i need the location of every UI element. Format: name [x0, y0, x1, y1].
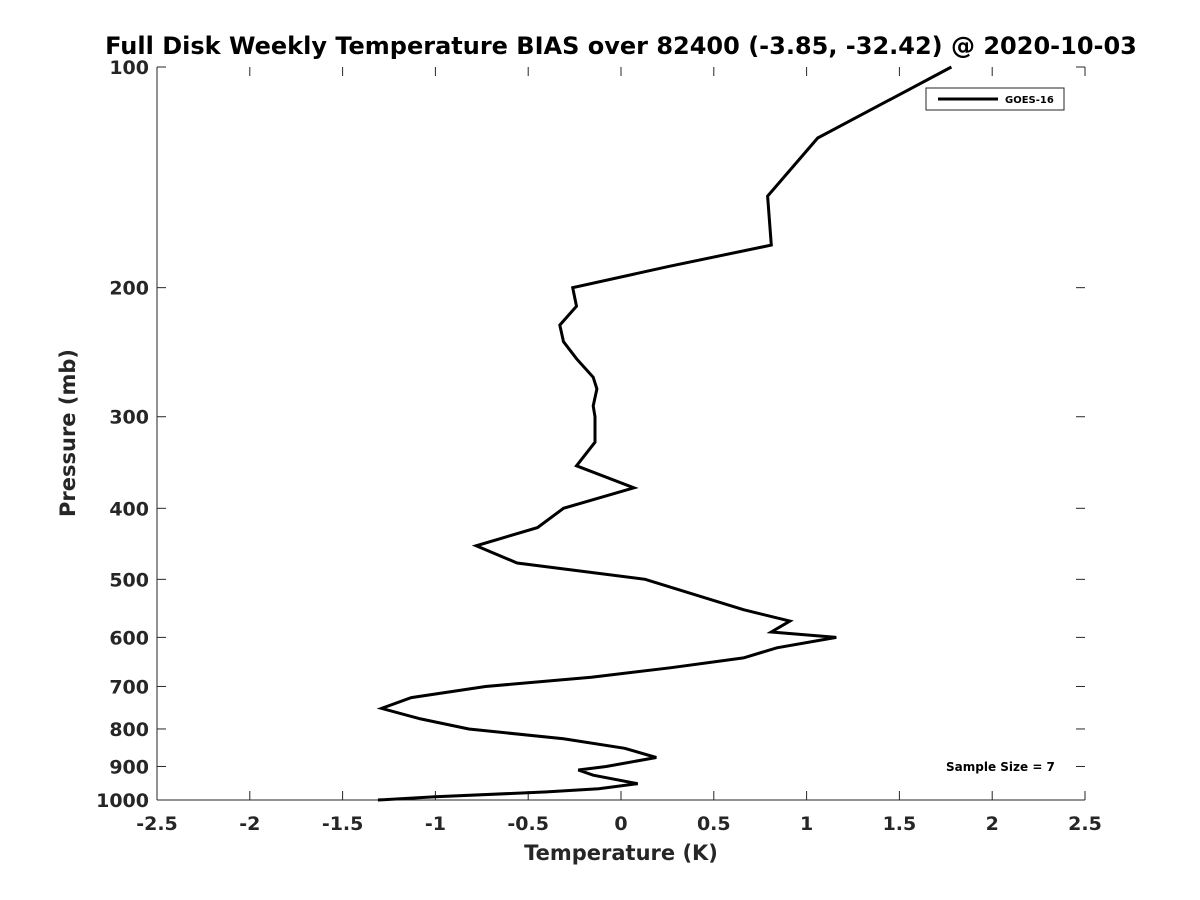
x-tick-label: -1: [425, 813, 446, 835]
legend: GOES-16: [925, 87, 1065, 111]
y-tick-label: 800: [109, 719, 149, 741]
plot-area: [156, 67, 1085, 801]
y-tick-label: 700: [109, 676, 149, 698]
y-tick-label: 500: [109, 569, 149, 591]
y-tick-label: 1000: [96, 790, 149, 812]
y-axis-ticks: 100 200 300 400 500 600 700 800 900 1000: [96, 57, 1085, 812]
x-tick-label: -0.5: [507, 813, 549, 835]
x-tick-label: 2: [986, 813, 999, 835]
plot-background: [157, 67, 1085, 800]
x-axis-label: Temperature (K): [524, 841, 718, 865]
x-tick-label: 0: [614, 813, 627, 835]
x-axis-ticks: -2.5 -2 -1.5 -1 -0.5 0 0.5 1 1.5 2 2.5: [136, 67, 1102, 835]
y-tick-label: 900: [109, 756, 149, 778]
series-layer: [376, 65, 953, 802]
x-tick-label: 2.5: [1068, 813, 1102, 835]
x-tick-label: 1.5: [883, 813, 917, 835]
y-tick-label: 200: [109, 278, 149, 300]
chart-title: Full Disk Weekly Temperature BIAS over 8…: [105, 32, 1137, 60]
x-tick-label: -2.5: [136, 813, 178, 835]
sample-size-annotation: Sample Size = 7: [946, 760, 1055, 774]
y-axis-label: Pressure (mb): [56, 349, 80, 517]
x-tick-label: 1: [800, 813, 813, 835]
legend-label-goes-16: GOES-16: [1005, 95, 1054, 106]
series-line-goes-16: [376, 65, 953, 802]
x-tick-label: 0.5: [697, 813, 731, 835]
y-tick-label: 400: [109, 498, 149, 520]
x-tick-label: -2: [239, 813, 260, 835]
y-tick-label: 600: [109, 627, 149, 649]
x-tick-label: -1.5: [322, 813, 364, 835]
y-tick-label: 300: [109, 407, 149, 429]
y-tick-label: 100: [109, 57, 149, 79]
